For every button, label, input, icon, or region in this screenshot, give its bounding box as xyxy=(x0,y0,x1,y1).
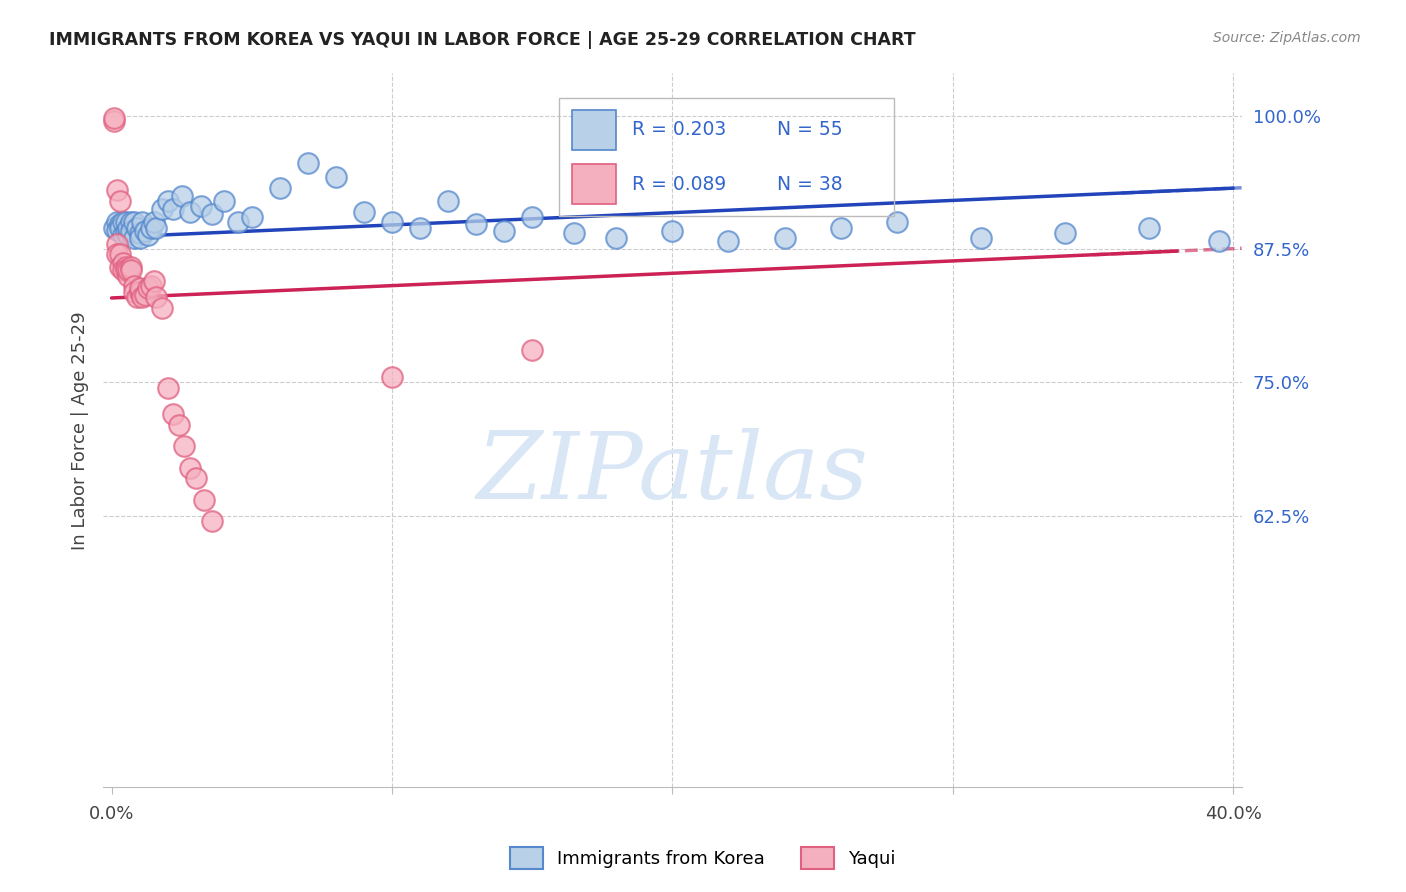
Point xyxy=(120,263,142,277)
Point xyxy=(103,111,125,125)
Point xyxy=(108,247,131,261)
Point xyxy=(114,224,136,238)
Point xyxy=(226,215,249,229)
Point xyxy=(179,460,201,475)
Point xyxy=(114,260,136,274)
Point xyxy=(162,407,184,421)
Point xyxy=(128,281,150,295)
Y-axis label: In Labor Force | Age 25-29: In Labor Force | Age 25-29 xyxy=(72,311,89,549)
Point xyxy=(773,231,796,245)
Point xyxy=(381,370,404,384)
Point xyxy=(1137,220,1160,235)
Point xyxy=(240,210,263,224)
Point xyxy=(970,231,993,245)
Point xyxy=(190,199,212,213)
Point xyxy=(150,202,173,217)
Point xyxy=(520,210,543,224)
Point xyxy=(111,215,134,229)
Point xyxy=(122,279,145,293)
Point xyxy=(111,263,134,277)
Point xyxy=(353,204,375,219)
Point xyxy=(134,224,156,238)
Point xyxy=(122,215,145,229)
Point xyxy=(1208,235,1230,249)
Point xyxy=(465,218,488,232)
Point xyxy=(170,188,193,202)
Point xyxy=(125,220,148,235)
Point xyxy=(105,215,128,229)
Point xyxy=(162,202,184,217)
Point xyxy=(156,380,179,394)
Point xyxy=(120,224,142,238)
Point xyxy=(269,181,291,195)
Point xyxy=(212,194,235,208)
Point xyxy=(128,226,150,240)
Point xyxy=(131,215,153,229)
Point xyxy=(108,218,131,232)
Point xyxy=(201,207,224,221)
Point xyxy=(184,471,207,485)
Point xyxy=(325,170,347,185)
Point xyxy=(167,417,190,432)
Point xyxy=(117,268,139,283)
Point xyxy=(120,215,142,229)
Point xyxy=(111,228,134,243)
Text: IMMIGRANTS FROM KOREA VS YAQUI IN LABOR FORCE | AGE 25-29 CORRELATION CHART: IMMIGRANTS FROM KOREA VS YAQUI IN LABOR … xyxy=(49,31,915,49)
Point xyxy=(179,204,201,219)
Point xyxy=(117,220,139,235)
Point xyxy=(136,228,159,243)
Point xyxy=(122,285,145,299)
Point xyxy=(117,228,139,243)
Point xyxy=(120,260,142,274)
Point xyxy=(173,439,195,453)
Point xyxy=(108,220,131,235)
Point xyxy=(128,231,150,245)
Point xyxy=(125,290,148,304)
Point xyxy=(105,223,128,237)
Point xyxy=(297,155,319,169)
Point xyxy=(139,279,162,293)
Point xyxy=(105,247,128,261)
Point xyxy=(381,215,404,229)
Point xyxy=(111,256,134,270)
Point xyxy=(103,220,125,235)
Point xyxy=(134,287,156,301)
Point xyxy=(139,220,162,235)
Point xyxy=(605,231,627,245)
Point xyxy=(142,274,165,288)
Point xyxy=(114,215,136,229)
Point xyxy=(103,114,125,128)
Point xyxy=(562,226,585,240)
Point xyxy=(494,224,516,238)
Legend: Immigrants from Korea, Yaqui: Immigrants from Korea, Yaqui xyxy=(503,839,903,876)
Point xyxy=(437,194,460,208)
Point xyxy=(156,194,179,208)
Point xyxy=(145,220,167,235)
Point xyxy=(661,224,683,238)
Point xyxy=(830,220,852,235)
Point xyxy=(108,260,131,274)
Point xyxy=(1053,226,1076,240)
Point xyxy=(136,281,159,295)
Point xyxy=(108,194,131,208)
Point xyxy=(105,183,128,197)
Point xyxy=(122,231,145,245)
Point xyxy=(128,285,150,299)
Point xyxy=(131,290,153,304)
Point xyxy=(150,301,173,315)
Point xyxy=(193,492,215,507)
Point xyxy=(886,215,908,229)
Point xyxy=(201,514,224,528)
Point xyxy=(409,220,432,235)
Point xyxy=(105,236,128,251)
Point xyxy=(114,263,136,277)
Point xyxy=(117,263,139,277)
Point xyxy=(145,290,167,304)
Point xyxy=(142,215,165,229)
Text: Source: ZipAtlas.com: Source: ZipAtlas.com xyxy=(1213,31,1361,45)
Point xyxy=(520,343,543,358)
Point xyxy=(717,235,740,249)
Text: ZIPatlas: ZIPatlas xyxy=(477,428,869,518)
